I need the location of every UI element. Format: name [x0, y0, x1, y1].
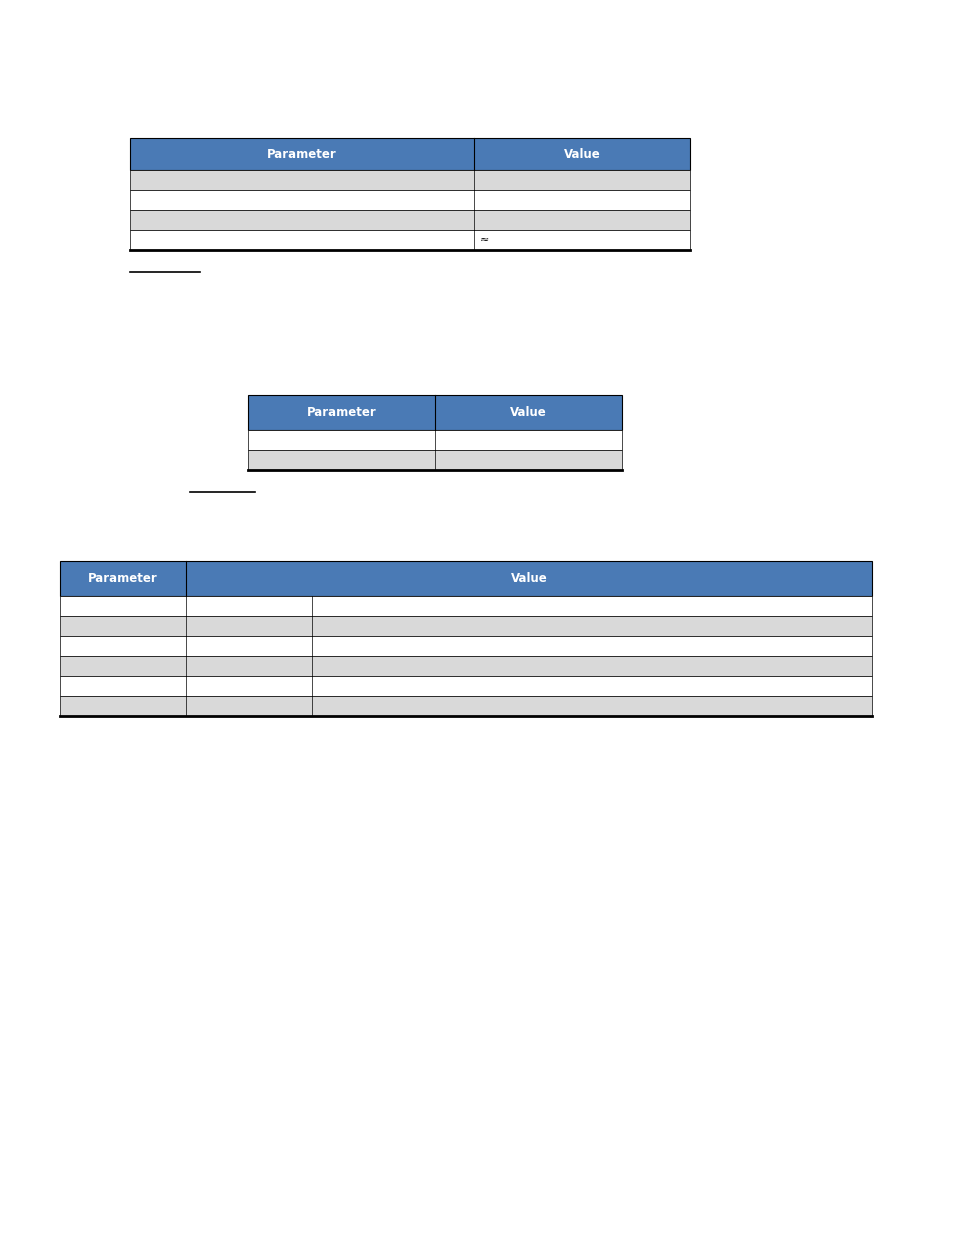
Bar — [248, 450, 621, 471]
Bar — [60, 676, 871, 697]
Text: Value: Value — [510, 406, 546, 419]
Text: Value: Value — [510, 572, 547, 585]
Bar — [60, 561, 871, 597]
Bar — [130, 190, 689, 210]
Bar — [130, 138, 689, 170]
Text: ≈: ≈ — [479, 235, 488, 245]
Bar — [130, 170, 689, 190]
Text: Value: Value — [563, 147, 600, 161]
Bar — [60, 597, 871, 616]
Bar — [248, 430, 621, 450]
Bar — [60, 697, 871, 716]
Bar — [130, 210, 689, 230]
Bar — [60, 616, 871, 636]
Text: Parameter: Parameter — [267, 147, 336, 161]
Bar — [130, 230, 689, 249]
Text: Parameter: Parameter — [88, 572, 157, 585]
Bar — [60, 636, 871, 656]
Bar — [60, 656, 871, 676]
Text: Parameter: Parameter — [306, 406, 376, 419]
Bar — [248, 395, 621, 430]
